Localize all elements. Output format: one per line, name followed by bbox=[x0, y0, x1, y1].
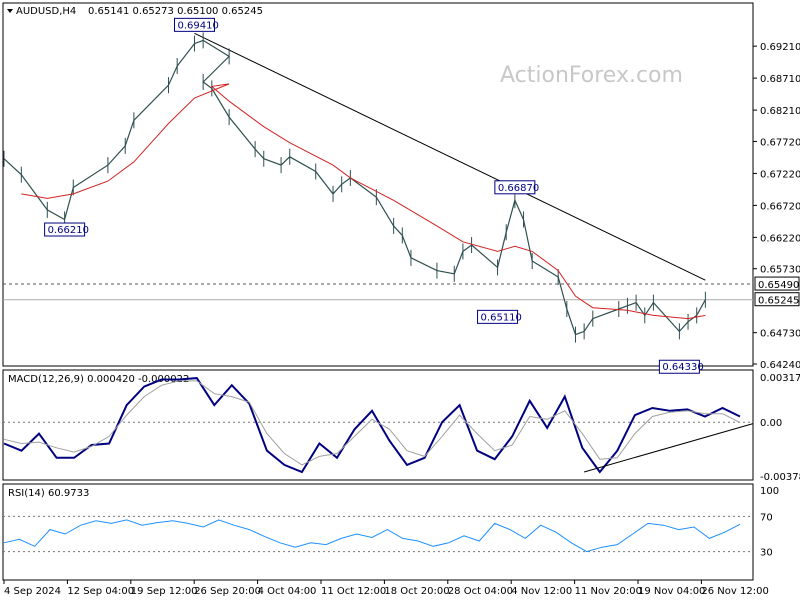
annotation-box bbox=[44, 222, 86, 237]
price-trendline bbox=[194, 32, 706, 281]
price-marker-label: 0.65490 bbox=[758, 280, 799, 291]
y-tick-label: 0.65730 bbox=[760, 265, 800, 276]
price-panel bbox=[2, 2, 754, 367]
x-tick-label: 4 Oct 04:00 bbox=[258, 586, 317, 597]
macd-line bbox=[3, 377, 741, 474]
axes: 0.69210 0.68710 0.68210 0.67720 0.67220 0.667… bbox=[3, 42, 800, 597]
price-marker-label: 0.65245 bbox=[758, 296, 799, 307]
y-tick-label: 0.64240 bbox=[760, 360, 800, 371]
rsi-tick-label: 70 bbox=[760, 512, 773, 523]
annotation-box bbox=[494, 180, 536, 195]
x-tick-label: 26 Sep 20:00 bbox=[194, 586, 261, 597]
y-tick-label: 0.66720 bbox=[760, 201, 800, 212]
rsi-plot bbox=[3, 515, 753, 553]
annotation-label: 0.65110 bbox=[481, 312, 522, 323]
price-plot: 0.69410 0.66210 0.66870 0.65110 0.64330 bbox=[3, 17, 753, 374]
x-tick-label: 18 Oct 20:00 bbox=[384, 586, 449, 597]
x-tick-label: 19 Nov 04:00 bbox=[638, 586, 705, 597]
x-tick-label: 28 Oct 04:00 bbox=[448, 586, 513, 597]
x-tick-label: 11 Nov 20:00 bbox=[575, 586, 642, 597]
signal-line bbox=[3, 380, 741, 466]
price-marker-box bbox=[754, 292, 800, 307]
y-tick-label: 0.68210 bbox=[760, 106, 800, 117]
moving-average-line bbox=[21, 83, 706, 320]
chevron-down-icon[interactable] bbox=[7, 9, 13, 13]
macd-tick-label: 0.00 bbox=[760, 418, 782, 429]
annotation-box bbox=[658, 359, 700, 374]
macd-plot bbox=[3, 377, 754, 474]
annotation-box bbox=[477, 309, 519, 324]
rsi-line bbox=[3, 519, 741, 553]
y-tick-label: 0.67220 bbox=[760, 169, 800, 180]
y-tick-label: 0.68710 bbox=[760, 74, 800, 85]
annotation-label: 0.66210 bbox=[48, 225, 89, 236]
x-tick-label: 26 Nov 12:00 bbox=[701, 586, 768, 597]
y-tick-label: 0.64730 bbox=[760, 329, 800, 340]
annotation-label: 0.64330 bbox=[662, 362, 703, 373]
macd-label: MACD(12,26,9) 0.000420 -0.000022 bbox=[8, 374, 189, 385]
annotation-box bbox=[173, 17, 215, 32]
symbol-label: AUDUSD,H4 bbox=[16, 6, 76, 17]
x-tick-label: 11 Oct 12:00 bbox=[321, 586, 386, 597]
macd-trendline bbox=[584, 423, 754, 473]
rsi-label: RSI(14) 60.9733 bbox=[8, 488, 89, 499]
x-tick-label: 19 Sep 12:00 bbox=[131, 586, 198, 597]
annotation-label: 0.66870 bbox=[498, 183, 539, 194]
rsi-tick-label: 30 bbox=[760, 548, 773, 559]
watermark: ActionForex.com bbox=[500, 63, 683, 88]
x-tick-label: 4 Nov 12:00 bbox=[511, 586, 572, 597]
x-tick-label: 12 Sep 04:00 bbox=[67, 586, 134, 597]
ohlc-values: 0.65141 0.65273 0.65100 0.65245 bbox=[88, 6, 263, 17]
y-tick-label: 0.66220 bbox=[760, 233, 800, 244]
rsi-panel bbox=[2, 483, 754, 581]
annotation-label: 0.69410 bbox=[177, 20, 218, 31]
macd-tick-label: 0.003175 bbox=[760, 373, 800, 384]
y-tick-label: 0.67720 bbox=[760, 137, 800, 148]
y-tick-label: 0.69210 bbox=[760, 42, 800, 53]
macd-panel bbox=[2, 369, 754, 481]
price-marker-box bbox=[754, 276, 800, 291]
macd-tick-label: -0.00378 bbox=[760, 472, 800, 483]
x-tick-label: 4 Sep 2024 bbox=[4, 586, 61, 597]
rsi-tick-label: 100 bbox=[760, 486, 779, 497]
